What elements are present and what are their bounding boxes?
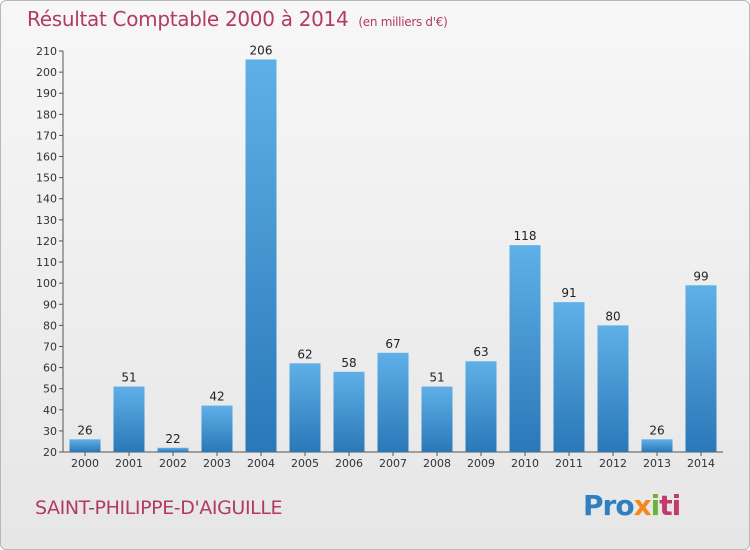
data-label-2006: 58 [341,356,356,370]
x-tick-label-2007: 2007 [379,457,407,470]
y-tick-label: 170 [36,129,57,142]
data-label-2007: 67 [385,337,400,351]
axes: 20 30 40 50 60 70 80 90 100 110 120 130 140 150 160 170… [36,45,723,470]
data-label-2002: 22 [165,432,180,446]
y-tick-label: 150 [36,172,57,185]
bar-2012 [597,325,629,452]
logo-part-3: i [650,489,661,522]
data-label-2003: 42 [209,390,224,404]
y-tick-label: 180 [36,108,57,121]
y-tick-label: 130 [36,214,57,227]
x-tick-label-2006: 2006 [335,457,363,470]
bar-2001 [113,386,145,452]
x-tick-label-2001: 2001 [115,457,143,470]
y-tick-label: 30 [43,425,57,438]
bar-2007 [377,352,409,452]
y-tick-label: 200 [36,66,57,79]
bar-2009 [465,361,497,452]
x-tick-label-2008: 2008 [423,457,451,470]
data-labels: 26 51 22 42 206 62 58 67 51 63 118 91 80 26 99 [77,43,708,445]
y-tick-label: 140 [36,193,57,206]
x-tick-label-2000: 2000 [71,457,99,470]
town-name: SAINT-PHILIPPE-D'AIGUILLE [35,497,283,519]
x-tick-label-2012: 2012 [599,457,627,470]
logo-part-1: Pro [583,489,635,522]
x-tick-label-2010: 2010 [511,457,539,470]
data-label-2001: 51 [121,371,136,385]
x-tick-label-2002: 2002 [159,457,187,470]
bar-2003 [201,405,233,452]
logo-part-4: ti [659,489,681,522]
bar-2011 [553,302,585,452]
x-tick-label-2004: 2004 [247,457,275,470]
data-label-2000: 26 [77,423,92,437]
bars [69,59,717,452]
data-label-2009: 63 [473,345,488,359]
bar-2002 [157,447,189,452]
y-tick-label: 160 [36,151,57,164]
chart-title-text: Résultat Comptable 2000 à 2014 [27,7,349,31]
x-tick-label-2014: 2014 [687,457,715,470]
y-tick-label: 90 [43,298,57,311]
y-tick-label: 190 [36,87,57,100]
chart-title: Résultat Comptable 2000 à 2014 (en millie… [27,7,448,31]
y-tick-label: 40 [43,404,57,417]
data-label-2008: 51 [429,371,444,385]
data-label-2012: 80 [605,309,620,323]
bar-2005 [289,363,321,452]
y-tick-label: 50 [43,383,57,396]
y-tick-label: 100 [36,277,57,290]
data-label-2013: 26 [649,423,664,437]
bar-2010 [509,245,541,452]
data-label-2010: 118 [514,229,537,243]
y-tick-label: 70 [43,340,57,353]
bar-2006 [333,371,365,452]
bar-2014 [685,285,717,452]
data-label-2014: 99 [693,269,708,283]
bar-2008 [421,386,453,452]
y-tick-label: 80 [43,319,57,332]
bar-2013 [641,439,673,452]
data-label-2004: 206 [250,43,273,57]
y-tick-label: 120 [36,235,57,248]
data-label-2011: 91 [561,286,576,300]
data-label-2005: 62 [297,347,312,361]
proxiti-logo: Proxiti [583,489,681,522]
y-tick-label: 60 [43,362,57,375]
x-tick-label-2005: 2005 [291,457,319,470]
y-tick-label: 110 [36,256,57,269]
x-tick-label-2013: 2013 [643,457,671,470]
x-tick-label-2003: 2003 [203,457,231,470]
y-tick-label: 210 [36,45,57,58]
x-tick-label-2009: 2009 [467,457,495,470]
y-tick-label: 20 [43,446,57,459]
chart-subtitle: (en milliers d'€) [358,15,448,29]
x-tick-label-2011: 2011 [555,457,583,470]
bar-2004 [245,59,277,452]
bar-2000 [69,439,101,452]
logo-part-2: x [633,489,652,522]
